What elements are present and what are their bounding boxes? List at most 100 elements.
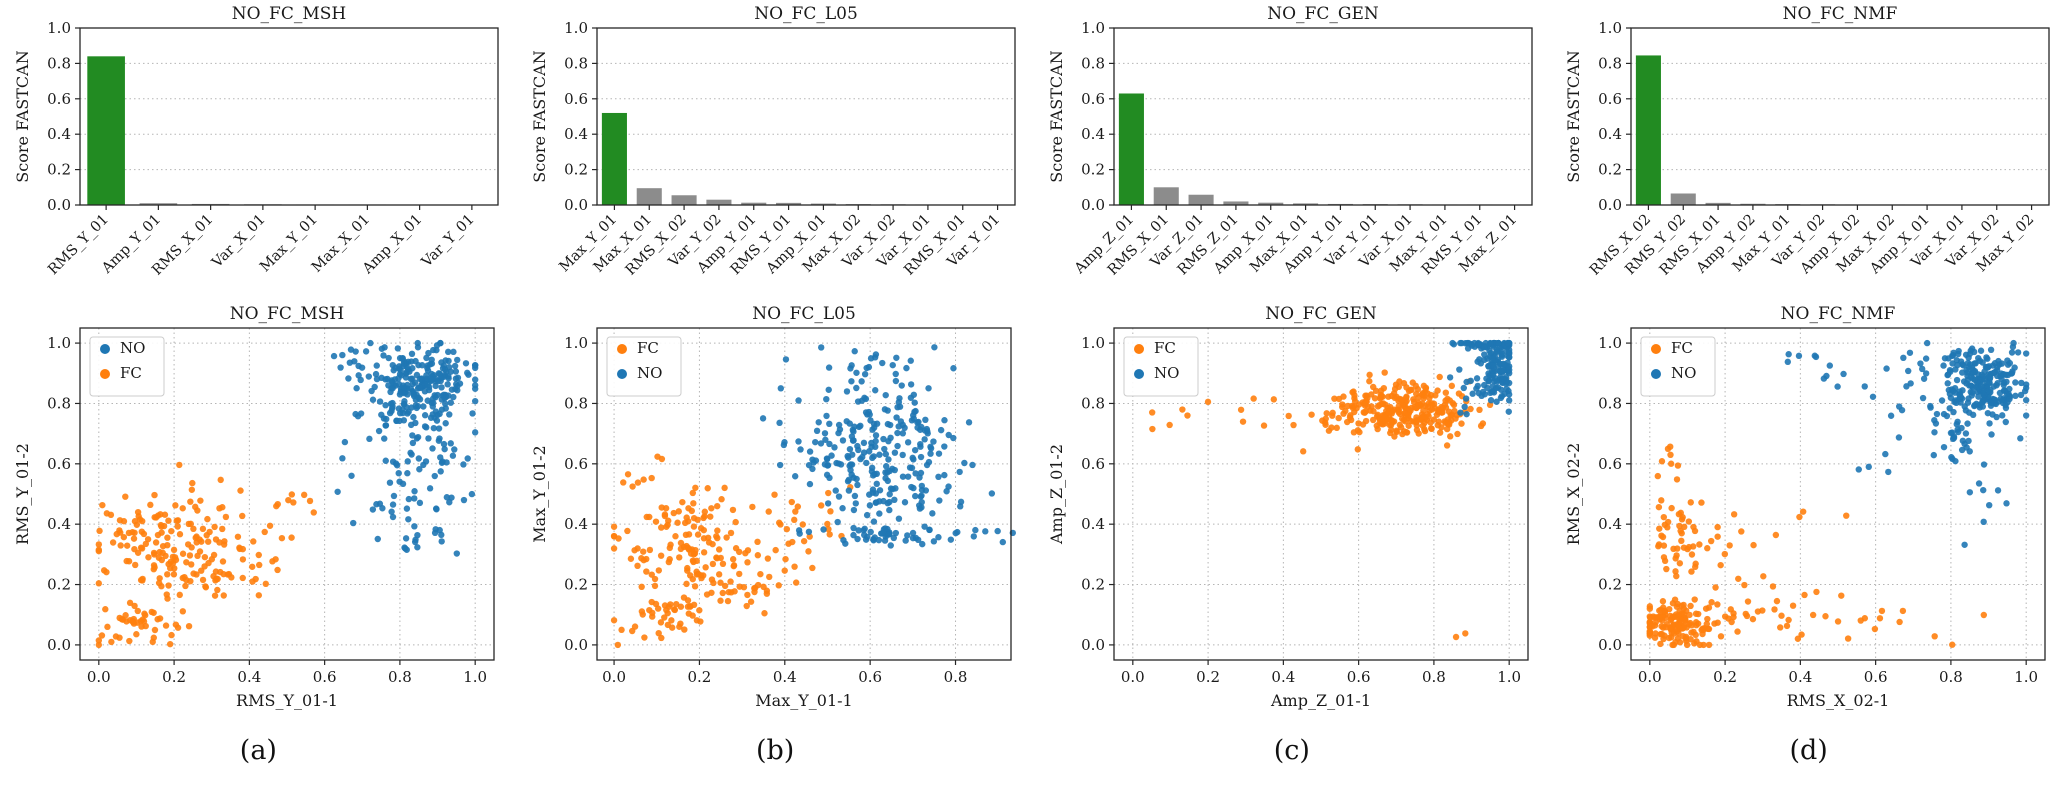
scatter-point	[1503, 385, 1510, 393]
x-axis-label: Amp_Z_01-1	[1270, 691, 1371, 710]
scatter-point	[1797, 631, 1805, 638]
scatter-point	[198, 567, 205, 574]
y-axis: 0.0 0.2 0.4 0.6 0.8 1.0	[48, 19, 81, 214]
legend: FC NO	[1640, 336, 1716, 397]
scatter-point	[1985, 501, 1993, 509]
legend-marker	[1133, 369, 1144, 379]
scatter-point	[929, 510, 936, 517]
scatter-point	[1742, 610, 1749, 618]
scatter-point	[894, 404, 901, 411]
y-tick-label: 0.2	[48, 161, 72, 179]
scatter-point	[1369, 383, 1377, 391]
scatter-point	[123, 557, 131, 565]
scatter-point	[1943, 412, 1950, 420]
scatter-point	[988, 490, 996, 497]
scatter-point	[705, 539, 713, 546]
scatter-point	[1777, 612, 1785, 619]
scatter-point	[1673, 476, 1680, 483]
scatter-point	[1904, 367, 1912, 375]
scatter-point	[133, 631, 140, 638]
scatter-point	[788, 498, 796, 506]
y-tick-label: 0.0	[564, 636, 588, 654]
y-tick-label: 0.6	[1598, 455, 1622, 473]
y-axis-label: Amp_Z_01-2	[1047, 444, 1066, 545]
scatter-point	[376, 427, 383, 435]
scatter-point	[187, 577, 194, 585]
scatter-point	[852, 500, 860, 507]
scatter-point	[1947, 429, 1954, 437]
scatter-point	[348, 472, 356, 479]
scatter-point	[716, 571, 723, 578]
scatter-point	[1498, 392, 1505, 400]
legend: FC NO	[606, 336, 682, 397]
bars	[1118, 93, 1527, 206]
scatter-point	[1239, 418, 1247, 425]
scatter-point	[1923, 339, 1931, 347]
scatter-point	[1953, 420, 1960, 428]
scatter-point	[848, 378, 855, 385]
scatter-point	[1948, 641, 1956, 648]
scatter-point	[638, 583, 646, 591]
scatter-point	[1967, 373, 1974, 381]
bar	[1635, 55, 1661, 206]
series-fc	[95, 461, 318, 649]
scatter-point	[839, 505, 846, 512]
scatter-point	[1448, 382, 1455, 390]
scatter-point	[99, 501, 106, 509]
scatter-point	[938, 426, 945, 434]
scatter-point	[190, 525, 197, 533]
scatter-point	[131, 602, 139, 610]
scatter-chart-svg: 0.0 0.2 0.4 0.6 0.8 1.0 0.0 0.2 0.4 0.6 0.8 1.0 NO FC…	[13, 304, 496, 710]
scatter-point	[1671, 639, 1679, 646]
scatter-point	[1680, 523, 1688, 531]
scatter-point	[1660, 542, 1667, 549]
scatter-point	[1844, 635, 1851, 642]
scatter-point	[892, 377, 900, 385]
scatter-point	[255, 551, 263, 559]
scatter-point	[381, 435, 388, 442]
scatter-point	[701, 549, 708, 556]
scatter-point	[1427, 425, 1435, 432]
scatter-point	[1687, 629, 1695, 636]
scatter-point	[665, 603, 673, 610]
chart-title: NO_FC_GEN	[1267, 4, 1379, 24]
scatter-point	[853, 384, 860, 392]
scatter-point	[403, 535, 410, 542]
bar	[1258, 202, 1284, 205]
x-axis: RMS_Y_01Amp_Y_01RMS_X_01Var_X_01Max_Y_01…	[46, 205, 478, 279]
scatter-point	[1740, 581, 1748, 589]
scatter-point	[385, 354, 393, 362]
scatter-point	[1493, 398, 1500, 405]
scatter-point	[1354, 446, 1361, 453]
scatter-point	[791, 563, 798, 570]
scatter-point	[894, 442, 901, 450]
scatter-point	[442, 420, 450, 427]
scatter-point	[902, 537, 909, 544]
scatter-point	[1438, 409, 1445, 416]
scatter-point	[1463, 410, 1470, 418]
scatter-point	[288, 534, 296, 541]
scatter-point	[95, 641, 103, 649]
scatter-point	[1663, 524, 1671, 531]
scatter-point	[444, 494, 451, 501]
y-tick-label: 1.0	[564, 334, 588, 352]
scatter-point	[1930, 451, 1937, 459]
scatter-point	[1907, 380, 1914, 387]
scatter-point	[374, 535, 382, 543]
scatter-point	[401, 384, 408, 391]
scatter-point	[1407, 407, 1414, 414]
bars	[602, 112, 1011, 206]
scatter-point	[438, 531, 445, 539]
scatter-point	[1686, 602, 1694, 610]
bar	[776, 202, 802, 205]
scatter-point	[1969, 411, 1976, 419]
scatter-point	[164, 571, 171, 578]
scatter-point	[1691, 563, 1699, 571]
scatter-point	[921, 436, 928, 443]
scatter-point	[288, 491, 296, 498]
scatter-point	[880, 497, 887, 505]
scatter-point	[117, 542, 125, 549]
scatter-point	[2016, 435, 2024, 442]
scatter-point	[792, 508, 799, 515]
scatter-point	[844, 452, 851, 460]
